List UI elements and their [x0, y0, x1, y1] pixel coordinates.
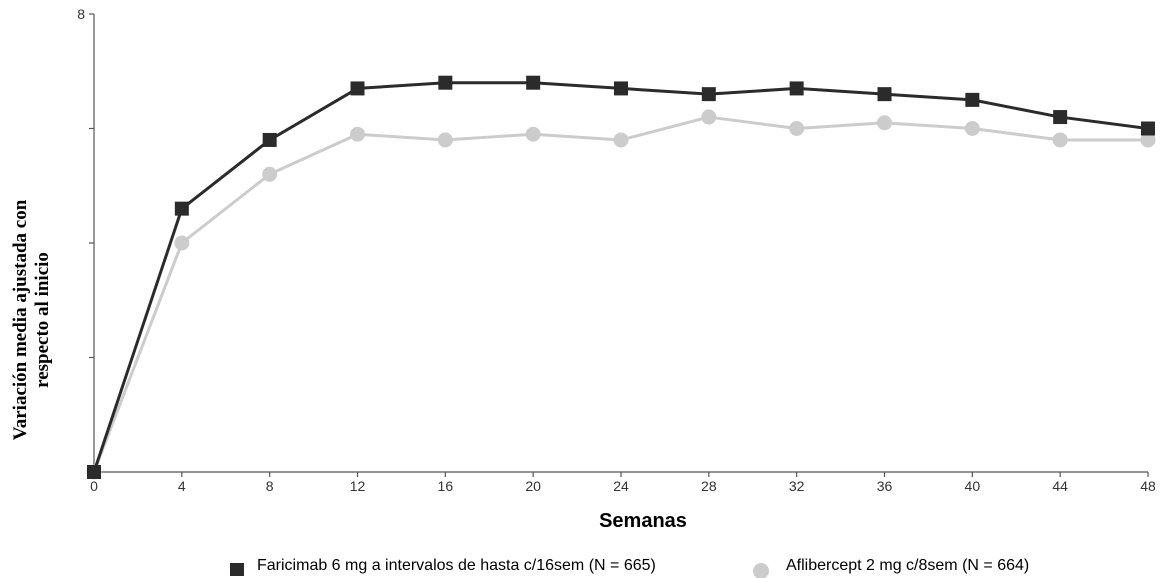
y-tick-label: 8	[77, 6, 85, 22]
data-point	[965, 92, 980, 107]
data-point	[350, 81, 365, 96]
x-tick-label: 44	[1052, 478, 1068, 494]
x-tick-label: 4	[178, 478, 186, 494]
data-point	[437, 132, 453, 148]
y-ticks: 8	[77, 6, 94, 473]
x-tick-label: 28	[701, 478, 717, 494]
x-tick-label: 32	[789, 478, 805, 494]
data-point	[174, 201, 189, 216]
data-point	[262, 132, 277, 147]
data-point	[789, 81, 804, 96]
series-layer	[86, 75, 1156, 480]
legend: Faricimab 6 mg a intervalos de hasta c/1…	[230, 557, 1029, 578]
legend-marker-aflibercept	[753, 563, 769, 578]
x-tick-label: 0	[90, 478, 98, 494]
x-tick-label: 24	[613, 478, 629, 494]
x-tick-label: 48	[1140, 478, 1156, 494]
data-point	[1140, 132, 1156, 148]
data-point	[174, 235, 190, 251]
data-point	[613, 132, 629, 148]
series-line	[92, 115, 1148, 473]
data-point	[1052, 132, 1068, 148]
x-tick-label: 8	[266, 478, 274, 494]
x-ticks: 0 4 8 12 16 20 24 28 32 36 40 44 48	[90, 472, 1156, 494]
x-tick-label: 36	[877, 478, 893, 494]
x-tick-label: 12	[350, 478, 366, 494]
y-axis-label-line-1: Variación media ajustada con	[10, 199, 31, 440]
legend-label-faricimab: Faricimab 6 mg a intervalos de hasta c/1…	[257, 557, 656, 574]
data-point	[1053, 110, 1068, 125]
x-tick-label: 20	[525, 478, 541, 494]
legend-label-aflibercept: Aflibercept 2 mg c/8sem (N = 664)	[786, 557, 1029, 574]
data-point	[701, 109, 717, 125]
legend-marker-faricimab	[230, 563, 244, 576]
data-point	[701, 87, 716, 102]
x-tick-label: 16	[438, 478, 454, 494]
x-axis-label: Semanas	[599, 510, 687, 532]
series-faricimab	[87, 75, 1155, 479]
data-point	[262, 166, 278, 182]
data-point	[964, 121, 980, 136]
data-point	[877, 115, 892, 131]
data-point	[789, 121, 805, 136]
data-point	[526, 75, 541, 90]
data-point	[87, 465, 101, 479]
data-point	[350, 126, 365, 142]
x-tick-label: 40	[965, 478, 981, 494]
data-point	[1141, 121, 1155, 136]
y-axis-label: Variación media ajustada con respecto al…	[10, 199, 53, 440]
data-point	[525, 126, 541, 142]
data-point	[438, 75, 453, 90]
data-point	[614, 81, 628, 96]
y-axis-label-line-2: respecto al inicio	[32, 252, 53, 388]
series-aflibercept	[86, 109, 1156, 480]
data-point	[877, 87, 892, 102]
